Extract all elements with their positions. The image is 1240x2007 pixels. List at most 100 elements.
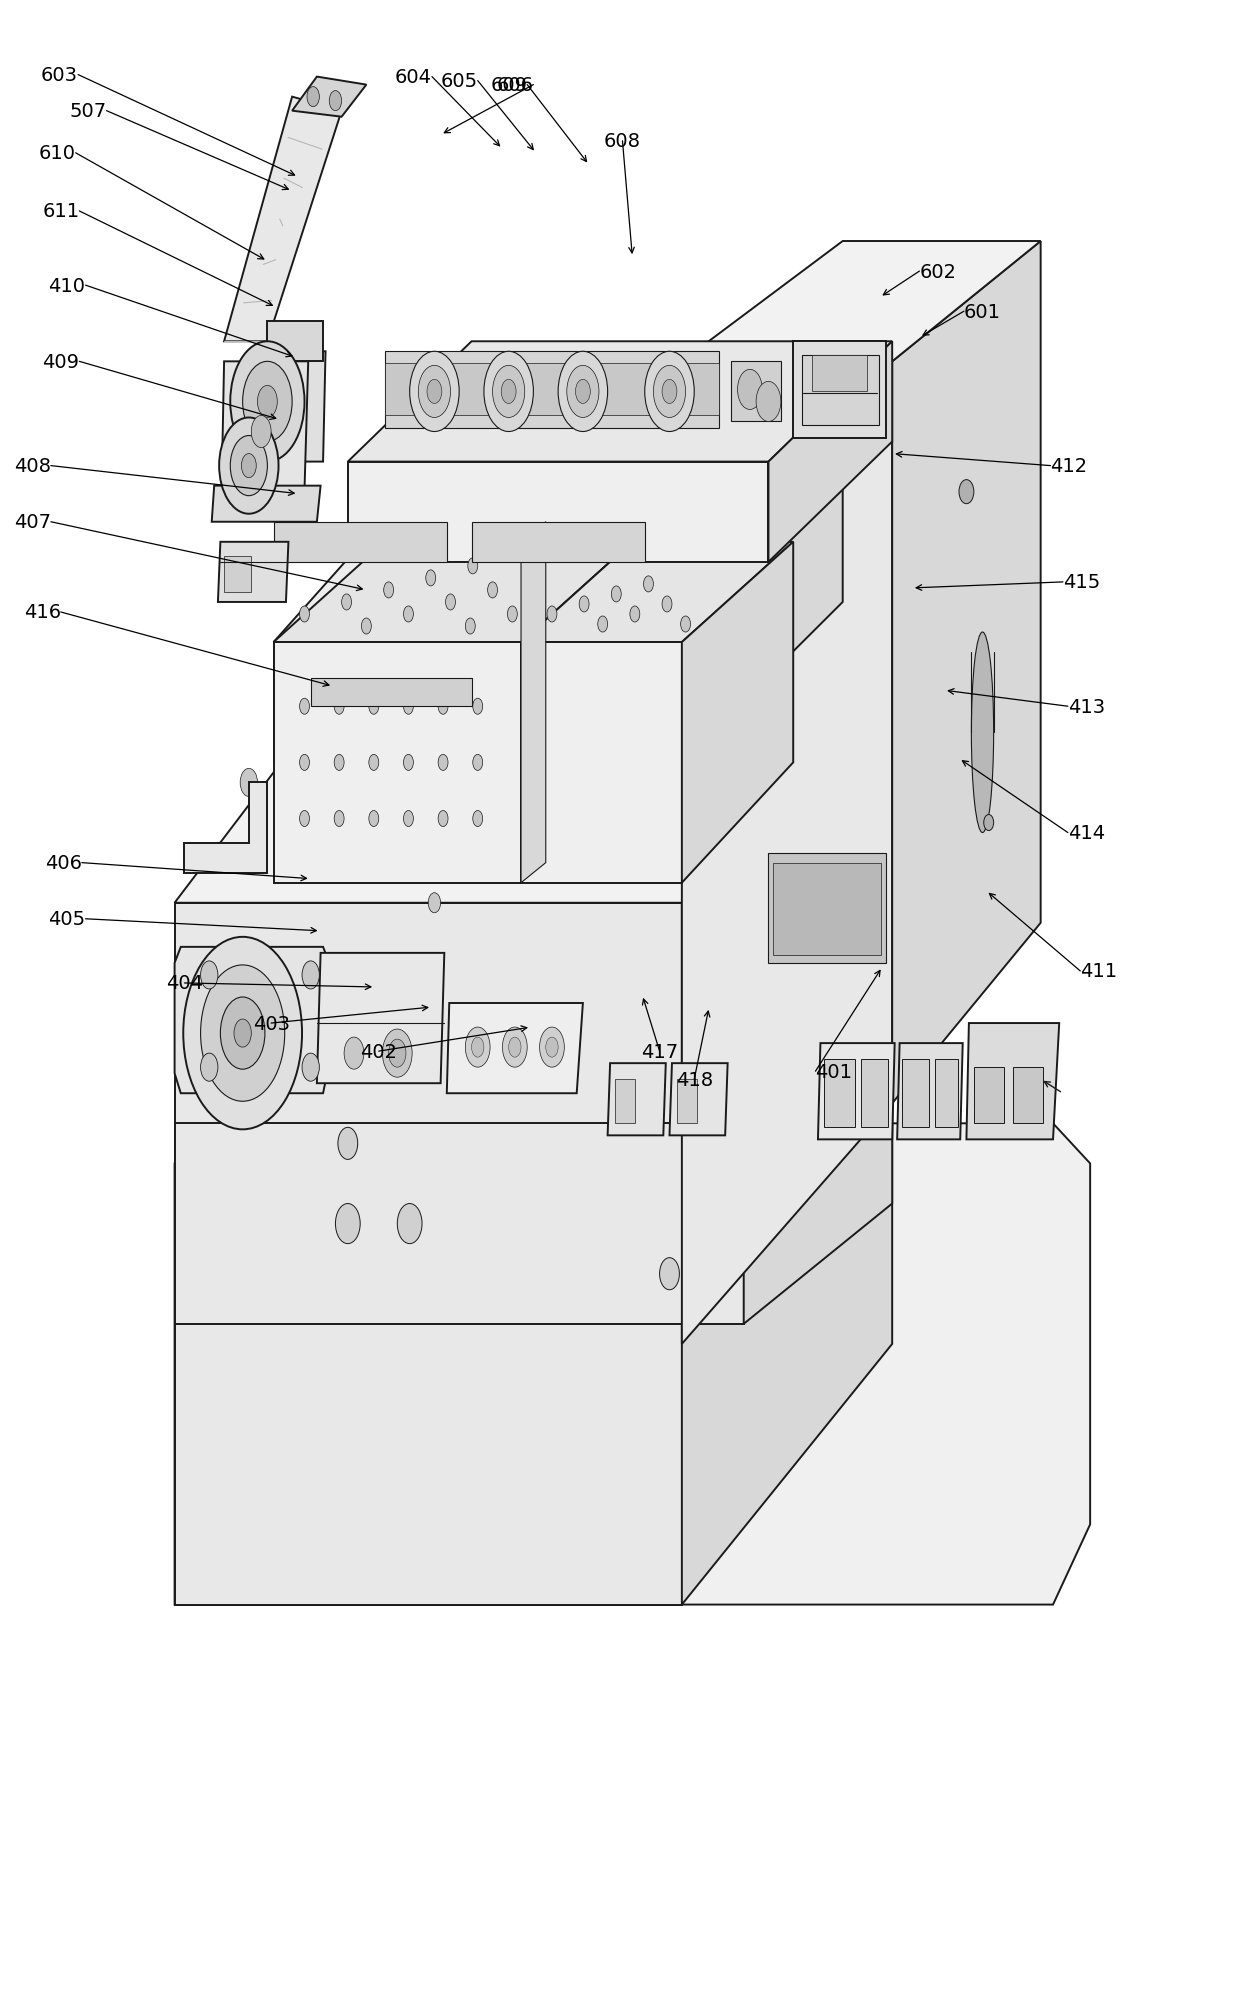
- Circle shape: [472, 755, 482, 771]
- Polygon shape: [966, 1024, 1059, 1140]
- FancyBboxPatch shape: [812, 355, 868, 391]
- Circle shape: [756, 381, 781, 421]
- Polygon shape: [218, 542, 289, 602]
- Circle shape: [330, 92, 342, 112]
- Circle shape: [303, 961, 320, 989]
- Polygon shape: [682, 642, 893, 1606]
- Circle shape: [508, 1038, 521, 1058]
- Polygon shape: [175, 642, 893, 903]
- Circle shape: [300, 811, 310, 827]
- Circle shape: [388, 1040, 405, 1068]
- Polygon shape: [744, 1004, 893, 1325]
- FancyBboxPatch shape: [862, 1060, 889, 1128]
- Circle shape: [507, 606, 517, 622]
- Circle shape: [598, 616, 608, 632]
- Circle shape: [339, 1128, 357, 1160]
- Circle shape: [575, 379, 590, 403]
- Circle shape: [445, 594, 455, 610]
- Circle shape: [303, 1054, 320, 1082]
- Text: 605: 605: [440, 72, 477, 90]
- Circle shape: [241, 769, 258, 797]
- FancyBboxPatch shape: [311, 678, 471, 706]
- Polygon shape: [293, 351, 326, 462]
- Text: 414: 414: [1068, 823, 1105, 843]
- Text: 602: 602: [919, 263, 956, 281]
- Circle shape: [959, 480, 973, 504]
- FancyBboxPatch shape: [615, 1080, 635, 1124]
- FancyBboxPatch shape: [802, 355, 879, 425]
- Text: 417: 417: [641, 1042, 678, 1062]
- Circle shape: [342, 594, 351, 610]
- Circle shape: [662, 379, 677, 403]
- Polygon shape: [175, 903, 682, 1606]
- Text: 606: 606: [496, 76, 533, 94]
- Polygon shape: [521, 542, 794, 642]
- Circle shape: [662, 596, 672, 612]
- Circle shape: [653, 365, 686, 417]
- Circle shape: [300, 606, 310, 622]
- Polygon shape: [274, 642, 682, 763]
- Circle shape: [645, 351, 694, 432]
- Circle shape: [308, 88, 320, 108]
- Text: 609: 609: [490, 76, 527, 94]
- Circle shape: [471, 1038, 484, 1058]
- Polygon shape: [274, 642, 521, 883]
- Circle shape: [243, 361, 293, 442]
- Circle shape: [472, 811, 482, 827]
- Circle shape: [611, 586, 621, 602]
- Circle shape: [335, 698, 343, 714]
- Circle shape: [382, 1030, 412, 1078]
- Circle shape: [304, 710, 319, 735]
- Circle shape: [234, 1020, 252, 1048]
- Circle shape: [403, 698, 413, 714]
- Circle shape: [738, 369, 763, 409]
- Text: 412: 412: [1050, 458, 1087, 476]
- Text: 406: 406: [45, 853, 82, 873]
- Circle shape: [383, 582, 393, 598]
- Circle shape: [221, 997, 265, 1070]
- Circle shape: [335, 811, 343, 827]
- Polygon shape: [682, 243, 1040, 361]
- Circle shape: [630, 606, 640, 622]
- Polygon shape: [317, 953, 444, 1084]
- Circle shape: [403, 755, 413, 771]
- Text: 404: 404: [166, 973, 203, 993]
- Ellipse shape: [971, 632, 993, 833]
- Text: 604: 604: [396, 68, 432, 86]
- FancyBboxPatch shape: [935, 1060, 957, 1128]
- Polygon shape: [446, 1004, 583, 1094]
- Circle shape: [343, 1038, 363, 1070]
- Circle shape: [567, 365, 599, 417]
- Circle shape: [300, 698, 310, 714]
- Circle shape: [231, 341, 305, 462]
- Text: 403: 403: [253, 1014, 290, 1034]
- FancyBboxPatch shape: [901, 1060, 929, 1128]
- Polygon shape: [347, 462, 769, 562]
- Polygon shape: [818, 1044, 895, 1140]
- Circle shape: [547, 606, 557, 622]
- Circle shape: [428, 893, 440, 913]
- Circle shape: [484, 351, 533, 432]
- Polygon shape: [682, 462, 843, 763]
- Circle shape: [403, 606, 413, 622]
- Circle shape: [184, 937, 303, 1130]
- Polygon shape: [175, 1124, 1090, 1606]
- Circle shape: [336, 1204, 360, 1244]
- Circle shape: [242, 454, 257, 478]
- Polygon shape: [212, 486, 321, 522]
- Text: 601: 601: [963, 303, 1001, 321]
- Text: 608: 608: [604, 132, 641, 151]
- FancyBboxPatch shape: [471, 522, 645, 562]
- Text: 410: 410: [48, 277, 86, 295]
- Polygon shape: [224, 98, 342, 341]
- Circle shape: [252, 415, 272, 448]
- Polygon shape: [682, 361, 893, 1345]
- Text: 405: 405: [48, 909, 86, 929]
- FancyBboxPatch shape: [384, 351, 719, 427]
- Text: 415: 415: [1063, 574, 1100, 592]
- Text: 407: 407: [14, 514, 51, 532]
- Circle shape: [403, 811, 413, 827]
- Circle shape: [558, 351, 608, 432]
- Circle shape: [472, 698, 482, 714]
- Circle shape: [427, 379, 441, 403]
